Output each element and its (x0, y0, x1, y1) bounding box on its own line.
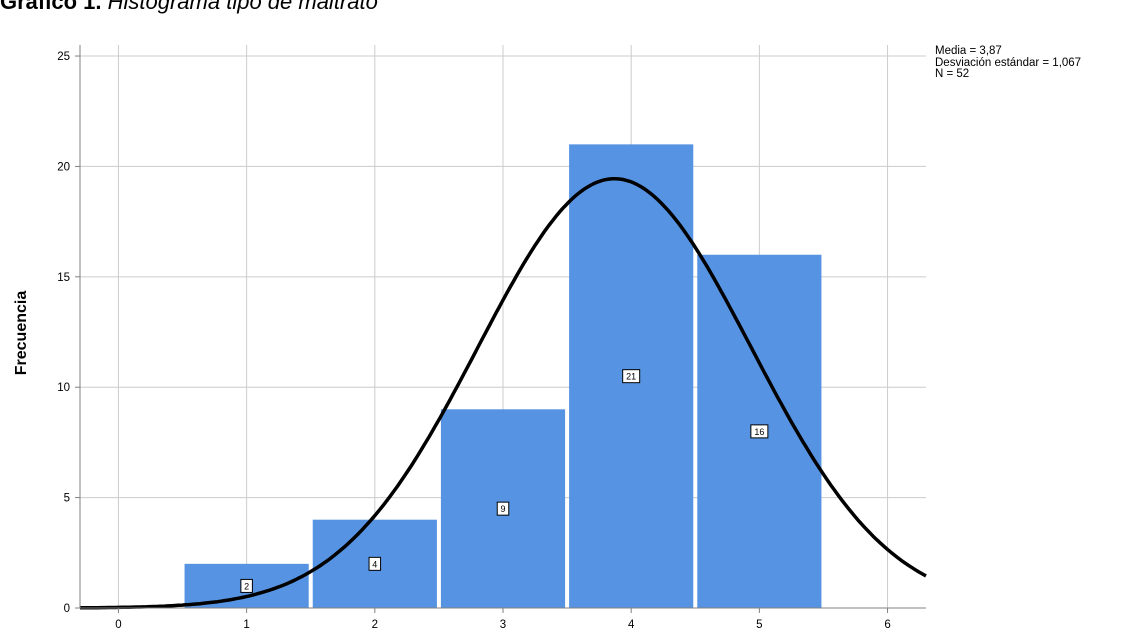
stats-sd: Desviación estándar = 1,067 (935, 56, 1082, 69)
y-tick-label: 20 (57, 161, 70, 173)
stats-mean: Media = 3,87 (935, 45, 1002, 57)
chart-title-italic: Histograma tipo de maltrato (107, 0, 378, 14)
data-label-box (622, 369, 641, 384)
y-tick-label: 0 (64, 603, 70, 615)
y-axis-label: Frecuencia (13, 291, 30, 376)
data-label: 21 (626, 372, 636, 382)
y-tick-label: 10 (57, 382, 70, 394)
data-label: 2 (244, 581, 249, 591)
y-tick-label: 5 (64, 493, 70, 505)
chart-title-bold: Gráfico 1. (0, 0, 102, 14)
y-tick-label: 25 (57, 51, 70, 63)
data-label: 16 (754, 427, 764, 437)
x-tick-label: 4 (628, 619, 635, 631)
x-tick-label: 0 (115, 619, 121, 631)
axes: 0 5 10 15 20 25 0 1 2 3 4 5 6 (57, 45, 926, 631)
data-label-box (496, 501, 510, 516)
data-label: 4 (372, 559, 377, 569)
data-label-box (750, 424, 769, 439)
stats-n: N = 52 (935, 68, 970, 80)
data-label-box (368, 556, 382, 571)
y-tick-label: 15 (57, 272, 70, 284)
normal-curve-layer (80, 177, 927, 610)
stats-legend: Media = 3,87 Desviación estándar = 1,067… (935, 45, 1082, 81)
x-tick-label: 6 (884, 619, 890, 631)
chart-title: Gráfico 1. Histograma tipo de maltrato (0, 0, 378, 15)
data-label-box (240, 578, 253, 593)
normal-curve (80, 177, 927, 610)
bars (184, 144, 822, 608)
x-tick-label: 5 (756, 619, 762, 631)
data-label: 9 (500, 504, 505, 514)
x-tick-label: 3 (500, 619, 506, 631)
x-tick-label: 1 (243, 619, 249, 631)
x-tick-label: 2 (372, 619, 378, 631)
data-labels: 2 4 9 21 16 (240, 369, 769, 593)
